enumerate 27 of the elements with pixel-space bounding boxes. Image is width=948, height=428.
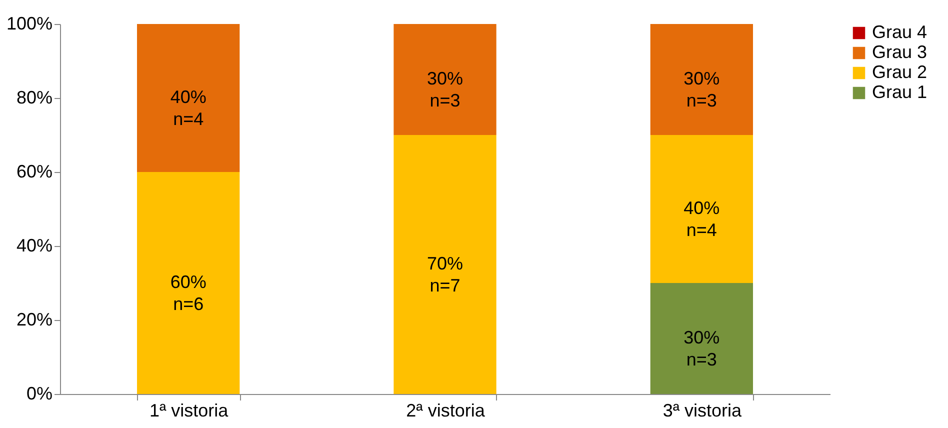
bar <box>394 24 496 135</box>
x-tick-label: 1ª vistoria <box>149 400 230 420</box>
legend-label: Grau 2 <box>872 62 928 82</box>
y-tick-label: 60% <box>16 162 52 182</box>
bar <box>650 135 753 283</box>
data-label: 60% n=6 <box>170 272 206 314</box>
bar <box>137 172 240 394</box>
y-tick-label: 20% <box>16 310 52 330</box>
legend-label: Grau 1 <box>872 82 928 102</box>
legend-label: Grau 4 <box>872 22 928 42</box>
bar <box>394 135 496 394</box>
data-label: 40% n=4 <box>170 87 206 129</box>
y-tick-label: 100% <box>6 14 52 34</box>
y-tick-label: 0% <box>26 384 52 404</box>
data-label: 30% n=3 <box>426 68 464 110</box>
data-label: 70% n=7 <box>426 254 464 296</box>
bar <box>137 24 240 172</box>
legend-label: Grau 3 <box>872 42 928 62</box>
x-tick-label: 2ª vistoria <box>406 400 486 420</box>
y-tick-label: 40% <box>16 236 52 256</box>
data-label: 40% n=4 <box>684 198 720 240</box>
data-label: 30% n=3 <box>684 68 720 110</box>
bar <box>650 24 753 135</box>
data-label: 30% n=3 <box>684 328 720 370</box>
y-tick-label: 80% <box>16 88 52 108</box>
bar <box>650 283 753 394</box>
x-tick-label: 3ª vistoria <box>662 400 742 420</box>
